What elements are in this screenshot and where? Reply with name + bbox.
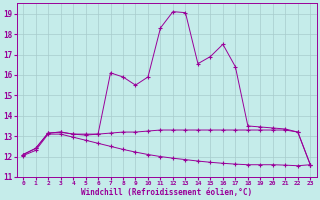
X-axis label: Windchill (Refroidissement éolien,°C): Windchill (Refroidissement éolien,°C) <box>81 188 252 197</box>
